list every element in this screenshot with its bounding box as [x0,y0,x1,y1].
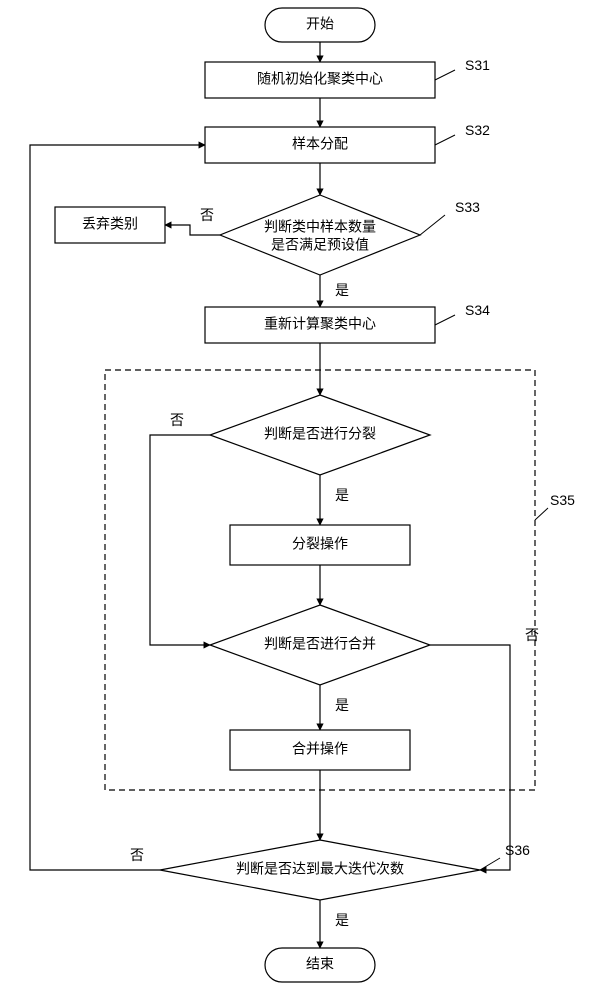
step-label-s33: S33 [455,199,480,215]
edge-label-e10: 是 [335,912,349,928]
node-label-discard: 丢弃类别 [82,216,138,232]
node-label-d_merge: 判断是否进行合并 [264,636,376,652]
tick-s34_tick [435,315,455,325]
node-label1-s33: 判断类中样本数量 [264,219,376,235]
edge-label-e6: 是 [335,487,349,503]
node-split: 分裂操作 [230,525,410,565]
step-label-s36: S36 [505,842,530,858]
node-label-s32: 样本分配 [292,136,348,152]
node-s32: 样本分配 [205,127,435,163]
edge-label-e12: 否 [525,627,539,643]
step-label-s32: S32 [465,122,490,138]
node-end: 结束 [265,948,375,982]
node-d_split: 判断是否进行分裂 [210,395,430,475]
tick-s31_tick [435,70,455,80]
node-label-end: 结束 [306,956,334,972]
edge-label-e13: 否 [130,847,144,863]
node-label2-s33: 是否满足预设值 [271,237,369,253]
node-d_merge: 判断是否进行合并 [210,605,430,685]
node-s34: 重新计算聚类中心 [205,307,435,343]
edge-e11 [150,435,210,645]
edge-e13 [30,145,205,870]
node-discard: 丢弃类别 [55,207,165,243]
node-s33: 判断类中样本数量是否满足预设值 [220,195,420,275]
node-merge: 合并操作 [230,730,410,770]
node-s36: 判断是否达到最大迭代次数 [160,840,480,900]
node-label-s36: 判断是否达到最大迭代次数 [236,861,404,877]
node-start: 开始 [265,8,375,42]
edge-label-e11: 否 [170,412,184,428]
node-label-merge: 合并操作 [292,741,348,757]
edge-label-e4: 否 [200,207,214,223]
tick-s35_tick [535,508,548,520]
node-label-s31: 随机初始化聚类中心 [257,71,383,87]
node-label-s34: 重新计算聚类中心 [264,316,376,332]
edge-label-e3: 是 [335,282,349,298]
flowchart-diagram: 是否是是是否否否开始随机初始化聚类中心样本分配判断类中样本数量是否满足预设值丢弃… [0,0,590,1000]
tick-s32_tick [435,135,455,145]
edge-label-e8: 是 [335,697,349,713]
step-label-s34: S34 [465,302,490,318]
tick-s36_tick [480,858,500,870]
step-label-s31: S31 [465,57,490,73]
edge-e12 [430,645,510,870]
node-label-start: 开始 [306,16,334,32]
step-label-s35: S35 [550,492,575,508]
node-s31: 随机初始化聚类中心 [205,62,435,98]
tick-s33_tick [420,215,445,235]
node-label-d_split: 判断是否进行分裂 [264,426,376,442]
node-label-split: 分裂操作 [292,536,348,552]
edge-e4 [165,225,220,235]
